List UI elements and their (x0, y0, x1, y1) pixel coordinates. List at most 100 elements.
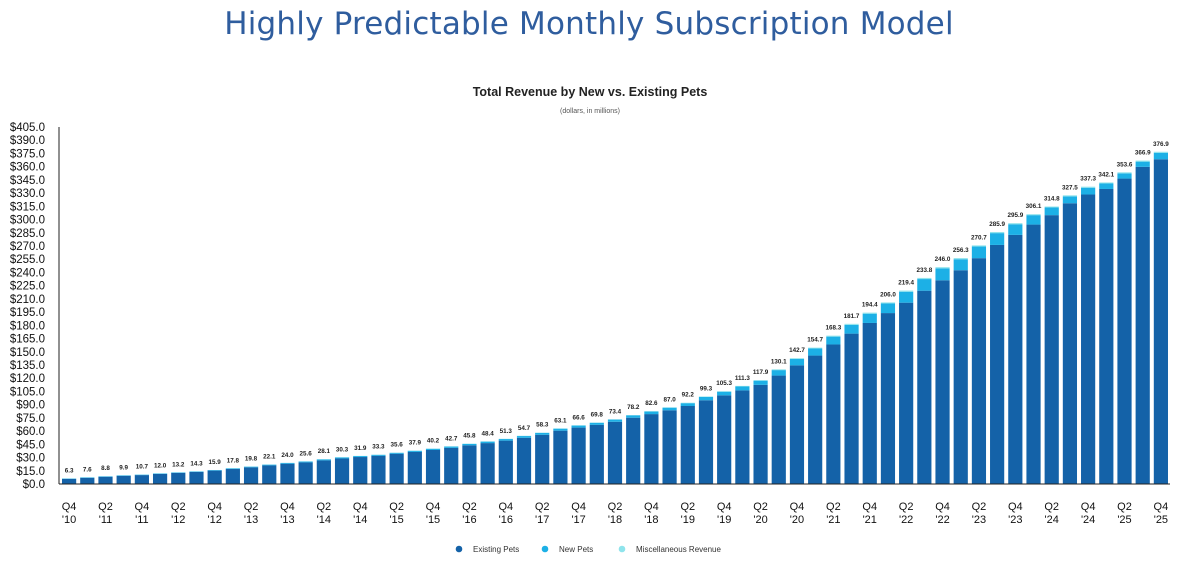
x-tick-label-quarter: Q2 (98, 501, 113, 513)
bar-existing-pets (735, 390, 750, 484)
bar-existing-pets (644, 414, 659, 484)
y-tick-label: $210.0 (10, 294, 45, 306)
x-tick-label-year: '15 (389, 514, 403, 526)
bar-new-pets (1062, 196, 1078, 204)
y-axis: $0.0$15.0$30.0 $45.0$60.0$75.0$90.0 $105.0… (10, 122, 60, 491)
bar-value-label: 73.4 (609, 408, 622, 415)
x-tick-label-quarter: Q4 (862, 501, 877, 513)
bar-miscellaneous-revenue (899, 290, 914, 292)
bar-new-pets (371, 454, 386, 456)
bar-value-label: 206.0 (880, 291, 896, 298)
bar-miscellaneous-revenue (880, 302, 896, 304)
legend-marker (455, 545, 463, 553)
x-tick-label-quarter: Q2 (171, 501, 186, 513)
bar-value-label: 22.1 (263, 454, 276, 461)
y-tick-label: $315.0 (10, 201, 45, 213)
x-tick-label-year: '11 (99, 514, 113, 526)
bar-existing-pets (498, 440, 513, 484)
bar-value-label: 270.7 (971, 234, 987, 241)
bar-existing-pets (771, 375, 786, 484)
bar-new-pets (1026, 215, 1041, 225)
x-tick-label-quarter: Q4 (644, 501, 659, 513)
bar-value-labels: 6.3 7.6 8.8 9.9 10.7 12.0 13.2 14.3 15.9 17.8 19.8… (65, 141, 1170, 475)
bar-existing-pets (1026, 224, 1041, 484)
bar-existing-pets (262, 465, 277, 484)
bar-new-pets (353, 456, 368, 458)
legend-marker (541, 545, 549, 553)
bar-value-label: 17.8 (227, 457, 240, 464)
bar-existing-pets (789, 365, 805, 484)
x-tick-label-year: '22 (899, 514, 913, 526)
bar-existing-pets (116, 475, 131, 484)
x-tick-label-year: '13 (244, 514, 258, 526)
bar-value-label: 194.4 (862, 302, 878, 309)
x-tick-label-quarter: Q2 (1044, 501, 1059, 513)
y-tick-label: $165.0 (10, 334, 45, 346)
bar-existing-pets (753, 384, 768, 484)
x-tick-label-quarter: Q2 (972, 501, 987, 513)
x-tick-label-quarter: Q4 (717, 501, 732, 513)
bar-existing-pets (589, 424, 604, 484)
y-tick-label: $135.0 (10, 360, 45, 372)
x-tick-label-quarter: Q2 (389, 501, 404, 513)
bar-new-pets (298, 461, 313, 463)
bar-value-label: 15.9 (209, 459, 222, 466)
y-tick-label: $270.0 (10, 241, 45, 253)
bar-existing-pets (626, 417, 641, 484)
bar-existing-pets (662, 410, 677, 484)
bar-value-label: 105.3 (716, 380, 732, 387)
y-tick-label: $345.0 (10, 175, 45, 187)
bar-miscellaneous-revenue (1099, 182, 1114, 184)
bar-existing-pets (698, 400, 714, 484)
bar-new-pets (680, 403, 695, 406)
bar-miscellaneous-revenue (935, 267, 950, 269)
x-tick-label-quarter: Q4 (426, 501, 441, 513)
bar-new-pets (571, 425, 586, 428)
bar-new-pets (444, 446, 459, 448)
bar-value-label: 87.0 (663, 396, 676, 403)
x-tick-label-quarter: Q4 (935, 501, 950, 513)
bar-existing-pets (680, 405, 695, 484)
x-tick-label-year: '17 (535, 514, 549, 526)
x-tick-label-year: '23 (972, 514, 986, 526)
x-tick-label-year: '25 (1154, 514, 1168, 526)
bar-value-label: 14.3 (190, 460, 203, 467)
bar-new-pets (662, 407, 677, 411)
bar-value-label: 366.9 (1135, 150, 1151, 157)
bar-value-label: 117.9 (753, 369, 769, 376)
y-tick-label: $225.0 (10, 281, 45, 293)
y-tick-label: $30.0 (16, 453, 45, 465)
bar-value-label: 92.2 (682, 392, 695, 399)
bar-value-label: 42.7 (445, 435, 458, 442)
bar-new-pets (917, 279, 932, 291)
bar-existing-pets (225, 469, 240, 484)
bar-existing-pets (971, 258, 987, 484)
bar-miscellaneous-revenue (917, 277, 932, 280)
bar-new-pets (1117, 173, 1132, 179)
bar-value-label: 10.7 (136, 464, 149, 471)
bar-value-label: 33.3 (372, 444, 385, 451)
bar-existing-pets (808, 355, 823, 484)
x-tick-label-quarter: Q4 (1008, 501, 1023, 513)
y-tick-label: $330.0 (10, 188, 45, 200)
bar-existing-pets (990, 244, 1005, 484)
bar-miscellaneous-revenue (844, 323, 859, 325)
chart-title: Total Revenue by New vs. Existing Pets (473, 85, 708, 99)
x-tick-label-year: '12 (171, 514, 185, 526)
bar-existing-pets (480, 443, 495, 484)
bar-miscellaneous-revenue (753, 380, 768, 381)
bar-existing-pets (899, 302, 914, 484)
bar-miscellaneous-revenue (735, 385, 750, 387)
x-tick-label-quarter: Q2 (608, 501, 623, 513)
bar-existing-pets (1008, 234, 1023, 484)
bar-existing-pets (316, 460, 331, 484)
bar-value-label: 12.0 (154, 462, 167, 469)
bar-miscellaneous-revenue (826, 335, 841, 337)
x-tick-label-quarter: Q4 (353, 501, 368, 513)
x-tick-label-quarter: Q2 (462, 501, 477, 513)
bar-value-label: 54.7 (518, 425, 531, 432)
bar-miscellaneous-revenue (1153, 151, 1168, 153)
bar-miscellaneous-revenue (1081, 186, 1096, 188)
bar-new-pets (771, 370, 786, 376)
bar-miscellaneous-revenue (1135, 160, 1150, 162)
